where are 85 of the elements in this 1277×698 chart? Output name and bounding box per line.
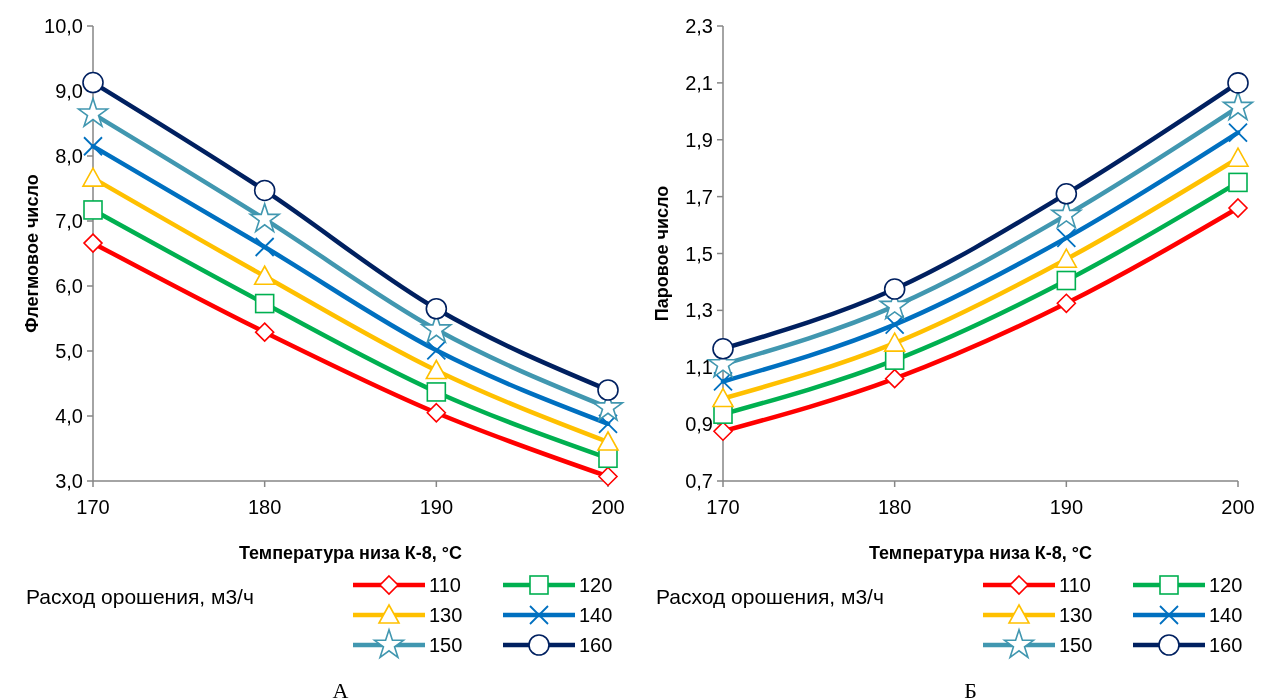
x-axis-title: Температура низа К-8, °C (239, 543, 462, 563)
point (1056, 227, 1077, 248)
x-tick-label: 190 (1049, 496, 1084, 518)
y-tick-label: 7,0 (55, 210, 83, 232)
point (83, 200, 103, 220)
point (598, 466, 618, 487)
point (83, 233, 103, 253)
point (254, 293, 275, 314)
point (1227, 147, 1249, 168)
point (254, 237, 275, 257)
x-tick-label: 200 (591, 496, 625, 518)
x-tick-label: 180 (877, 496, 912, 518)
legend-label: 150 (1059, 634, 1093, 656)
point (1055, 248, 1078, 268)
point (1055, 182, 1078, 205)
point (253, 265, 276, 286)
point (82, 167, 104, 187)
point (713, 421, 733, 442)
y-tick-label: 10,0 (44, 15, 83, 37)
point (1222, 91, 1254, 121)
point (426, 402, 447, 423)
x-tick-label: 170 (76, 496, 110, 518)
point (1056, 270, 1077, 291)
legend-label: 110 (1059, 574, 1091, 596)
y-tick-label: 1,7 (685, 185, 713, 208)
y-tick-label: 1,1 (685, 356, 713, 379)
point (883, 278, 906, 300)
legend-label: 140 (1209, 604, 1243, 626)
point (884, 314, 905, 335)
y-tick-label: 9,0 (55, 80, 83, 102)
y-axis-title: Флегмовое число (22, 174, 42, 333)
legend-label: 130 (429, 604, 463, 626)
point (426, 340, 447, 361)
text: А (332, 678, 349, 698)
legend-label: 160 (1209, 634, 1243, 656)
point (598, 413, 618, 434)
x-axis-title: Температура низа К-8, °C (869, 543, 1092, 563)
y-tick-label: 0,9 (685, 413, 713, 436)
legend-label: 140 (579, 604, 613, 626)
point (425, 297, 448, 320)
point (82, 71, 104, 94)
point (1228, 122, 1248, 143)
point (1056, 293, 1077, 314)
legend-label: 110 (429, 574, 461, 596)
y-tick-label: 5,0 (55, 340, 83, 362)
legend-label: 120 (579, 574, 613, 596)
legend-label: 130 (1059, 604, 1093, 626)
point (712, 337, 734, 360)
x-tick-label: 170 (706, 496, 740, 518)
point (425, 359, 448, 380)
point (1228, 172, 1248, 193)
point (884, 350, 905, 370)
y-axis-title: Паровое число (652, 185, 672, 322)
y-tick-label: 1,9 (685, 128, 713, 151)
y-tick-label: 4,0 (55, 405, 83, 427)
point (712, 387, 734, 408)
text: Б (964, 678, 977, 698)
y-tick-label: 6,0 (55, 275, 83, 297)
y-tick-label: 1,3 (685, 299, 713, 322)
point (597, 379, 619, 401)
y-tick-label: 2,3 (685, 15, 713, 37)
point (713, 371, 733, 392)
point (83, 136, 103, 157)
point (597, 431, 619, 451)
point (249, 203, 280, 233)
point (1227, 72, 1249, 94)
x-tick-label: 180 (247, 496, 282, 518)
point (253, 179, 276, 202)
x-tick-label: 190 (419, 496, 454, 518)
point (426, 382, 447, 402)
legend-label: 120 (1209, 574, 1243, 596)
y-tick-label: 3,0 (55, 470, 83, 492)
point (254, 322, 275, 342)
legend-label: 160 (579, 634, 613, 656)
legend-label: 150 (429, 634, 463, 656)
point (884, 368, 905, 389)
legend-title: Расход орошения, м3/ч (26, 585, 254, 608)
y-tick-label: 0,7 (685, 470, 713, 492)
y-tick-label: 1,5 (685, 242, 713, 265)
legend-title: Расход орошения, м3/ч (656, 585, 884, 608)
point (1228, 198, 1248, 218)
point (883, 332, 906, 352)
y-tick-label: 2,1 (685, 71, 713, 94)
y-tick-label: 8,0 (55, 145, 83, 167)
x-tick-label: 200 (1221, 496, 1255, 518)
